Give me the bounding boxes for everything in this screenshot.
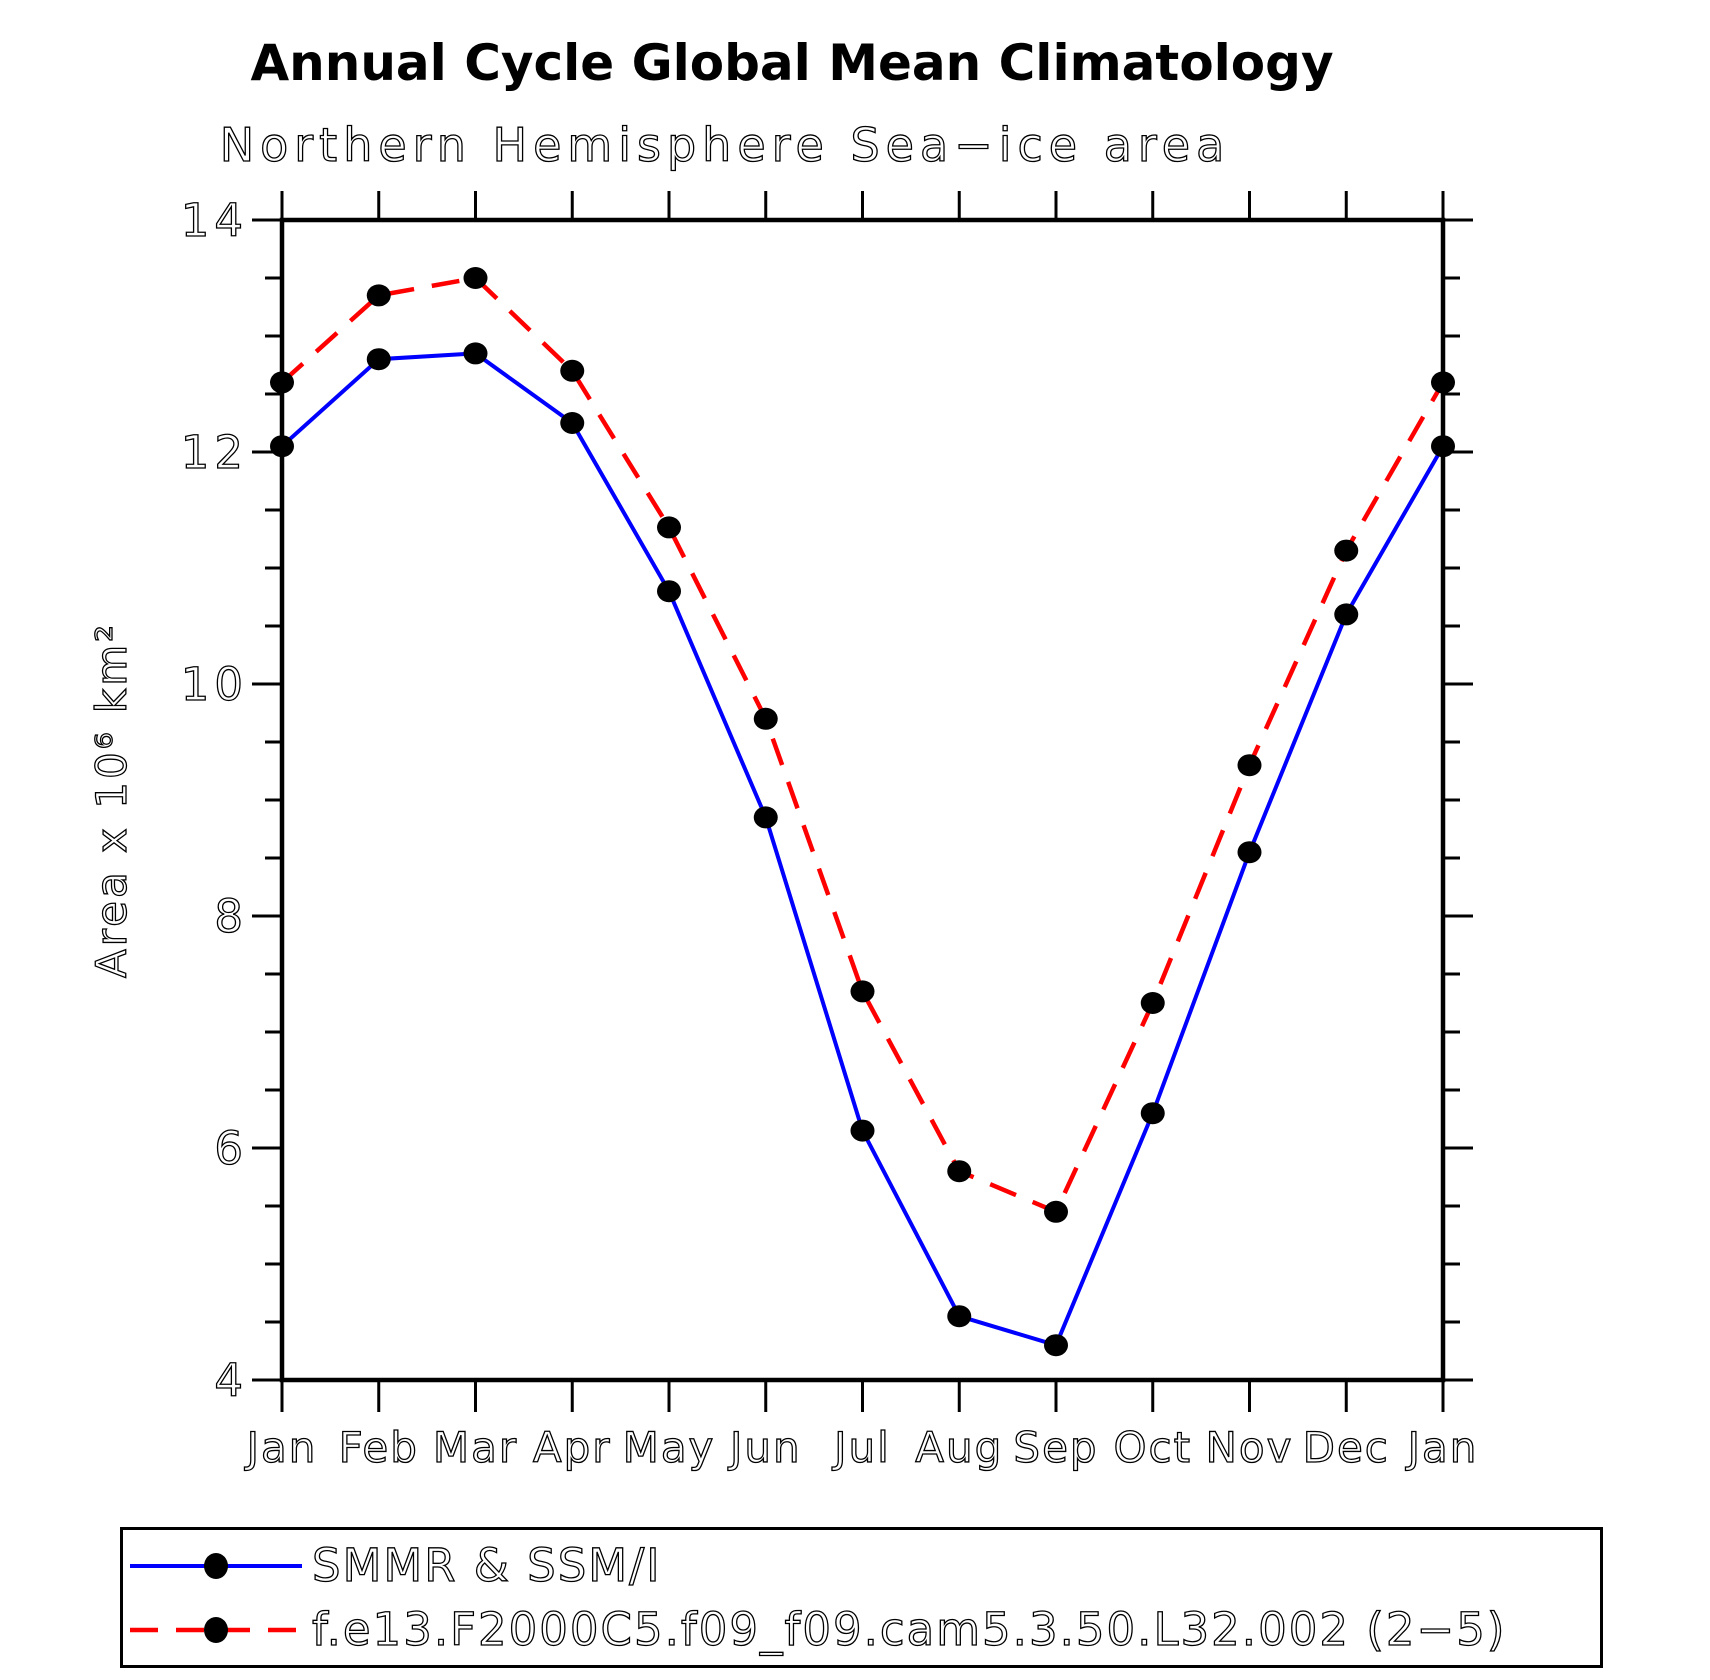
x-axis-month-label: Aug — [915, 1423, 1003, 1472]
legend-item-observations: SMMR & SSM/I — [123, 1534, 1600, 1598]
data-point-marker — [657, 580, 681, 603]
legend-dashed-line-icon — [130, 1616, 302, 1643]
data-point-marker — [560, 412, 585, 434]
data-point-marker — [270, 435, 294, 458]
plot-frame — [279, 217, 1446, 1383]
data-point-marker — [947, 1160, 972, 1183]
y-axis-title: Area x 10⁶ km² — [87, 622, 136, 978]
data-point-marker — [463, 267, 488, 289]
series-line-model — [280, 275, 1445, 1215]
legend-label-model-run: f.e13.F2000C5.f09_f09.cam5.3.50.L32.002 … — [311, 1602, 1507, 1656]
x-axis-month-label: Nov — [1206, 1423, 1294, 1472]
data-point-marker — [366, 348, 391, 371]
data-point-marker — [463, 342, 488, 365]
legend-item-model: f.e13.F2000C5.f09_f09.cam5.3.50.L32.002 … — [123, 1598, 1600, 1662]
data-point-marker — [1237, 841, 1262, 864]
series-line-smmr-ssmi — [280, 351, 1445, 1348]
y-axis-tick-label: 6 — [214, 1122, 248, 1175]
data-point-marker — [850, 980, 875, 1003]
data-point-marker — [1044, 1200, 1068, 1223]
y-axis-tick-label: 12 — [181, 426, 248, 479]
x-axis-month-label: Jul — [831, 1423, 891, 1472]
y-axis-tick-label: 10 — [181, 658, 248, 711]
data-point-marker — [366, 284, 391, 307]
data-point-marker — [1140, 992, 1165, 1014]
x-axis-month-label: Mar — [433, 1423, 518, 1472]
x-axis-month-label: Dec — [1303, 1423, 1390, 1472]
data-point-marker — [1431, 371, 1455, 394]
x-axis-month-label: Jun — [727, 1423, 802, 1472]
legend-box: SMMR & SSM/I f.e13.F2000C5.f09_f09.cam5.… — [120, 1527, 1603, 1668]
chart-title: Annual Cycle Global Mean Climatology — [250, 34, 1333, 92]
data-point-marker — [1044, 1334, 1068, 1357]
x-axis-month-label: May — [623, 1423, 716, 1472]
legend-label-smmr-ssmi: SMMR & SSM/I — [311, 1538, 662, 1592]
x-axis-month-label: Apr — [533, 1423, 612, 1472]
data-point-marker — [1334, 603, 1359, 626]
data-point-marker — [850, 1119, 875, 1142]
x-axis-month-label: Sep — [1013, 1423, 1098, 1472]
data-point-marker — [560, 359, 585, 382]
data-point-marker — [753, 806, 778, 829]
data-point-marker — [1431, 435, 1455, 458]
x-axis-month-label: Oct — [1113, 1423, 1192, 1472]
data-point-marker — [1140, 1102, 1165, 1125]
y-axis-tick-label: 8 — [214, 890, 248, 943]
legend-solid-line-icon — [130, 1552, 302, 1579]
plot-area: Annual Cycle Global Mean Climatology Nor… — [86, 34, 1479, 1473]
data-point-marker — [270, 371, 294, 394]
x-axis-month-label: Jan — [244, 1423, 318, 1472]
data-point-marker — [753, 707, 778, 730]
data-point-marker — [1334, 539, 1359, 562]
x-axis-month-label: Feb — [339, 1423, 419, 1472]
chart-subtitle: Northern Hemisphere Sea−ice area — [220, 118, 1231, 172]
data-point-marker — [1237, 754, 1262, 777]
y-axis-tick-label: 4 — [214, 1354, 248, 1407]
y-axis-tick-label: 14 — [181, 194, 248, 247]
x-axis-month-label: Jan — [1405, 1423, 1479, 1472]
data-point-marker — [657, 516, 681, 539]
data-point-marker — [947, 1305, 972, 1328]
